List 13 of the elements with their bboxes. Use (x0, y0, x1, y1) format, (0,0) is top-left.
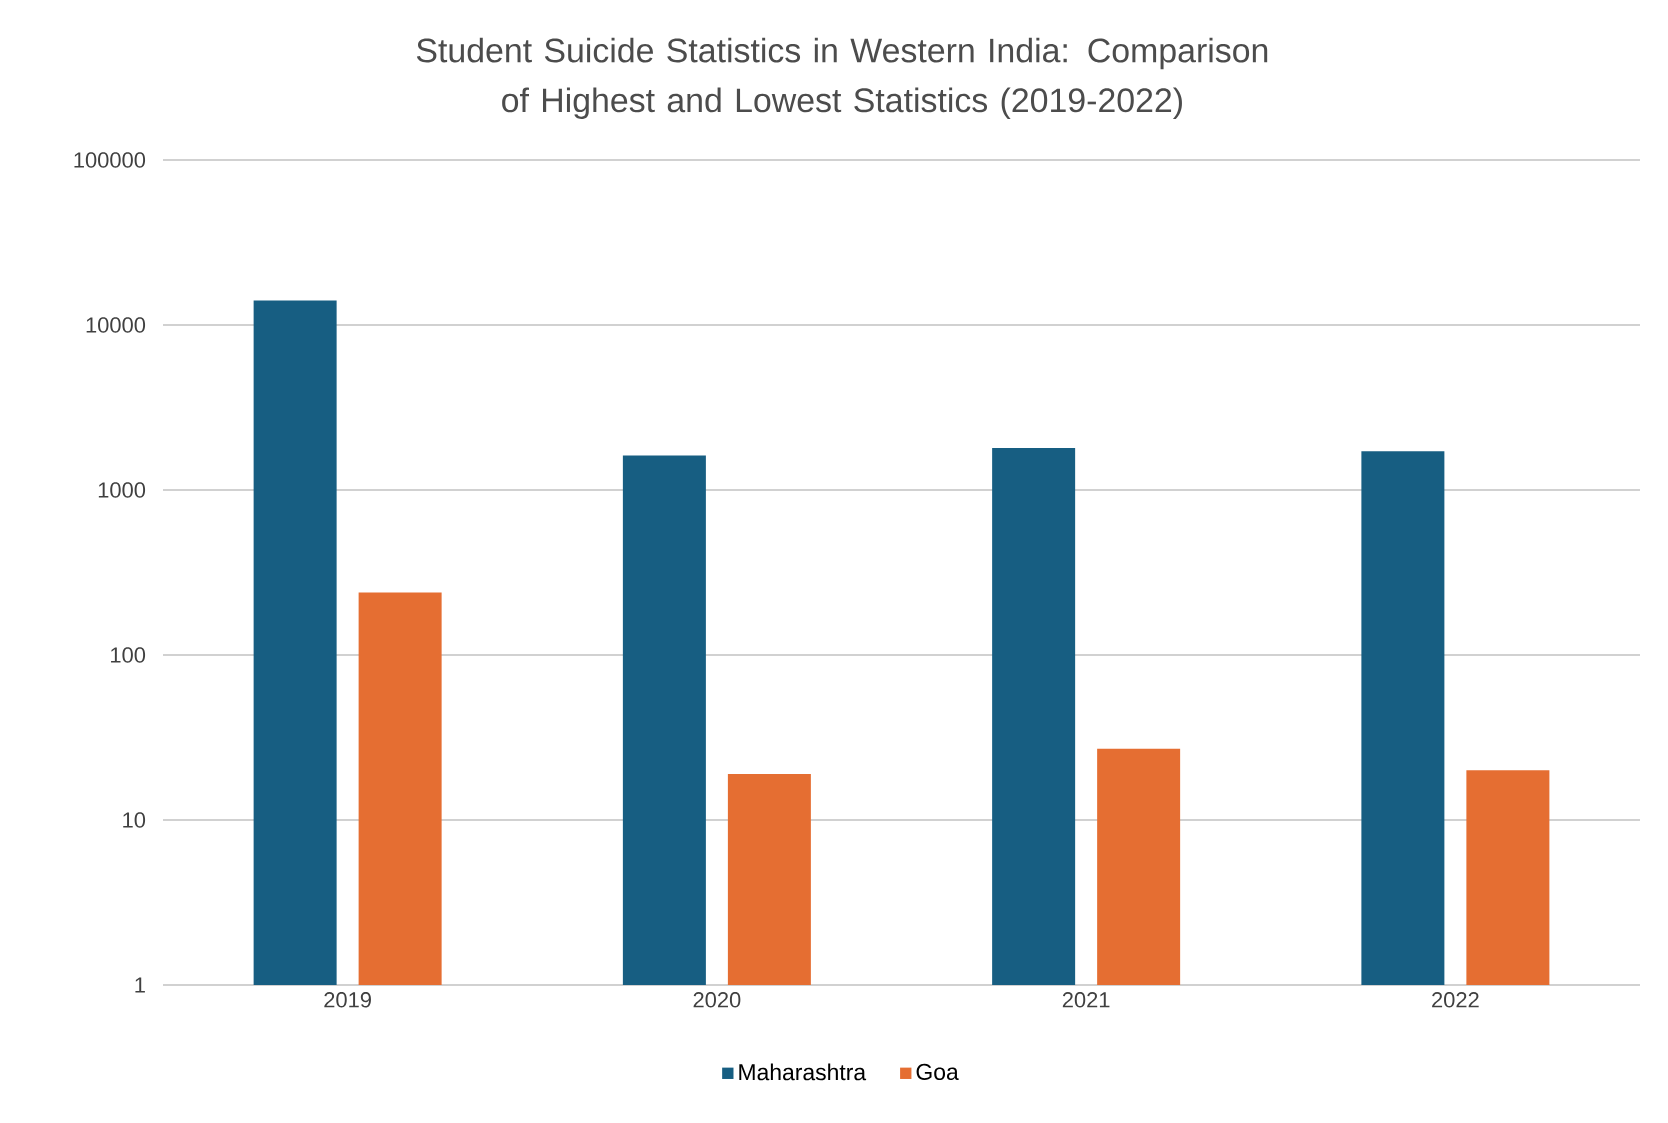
x-tick-label: 2021 (1062, 992, 1110, 1008)
legend-label: Maharashtra (739, 1063, 867, 1081)
y-tick-label: 100 (111, 647, 146, 663)
x-tick-label: 2019 (324, 992, 371, 1008)
x-tick-label: 2020 (693, 992, 741, 1008)
chart-title: Student Suicide Statistics in Western India: Comparison of Highest and Lowest Statistics (2019-2022) (416, 37, 1268, 120)
y-tick-label: 10 (123, 812, 146, 828)
y-tick-label: 1000 (98, 482, 146, 498)
y-tick-label: 100000 (74, 152, 146, 168)
y-tick-label: 10000 (86, 317, 146, 333)
x-tick-label: 2022 (1432, 992, 1479, 1008)
legend-label: Goa (916, 1063, 959, 1081)
y-tick-label: 1 (135, 977, 145, 993)
